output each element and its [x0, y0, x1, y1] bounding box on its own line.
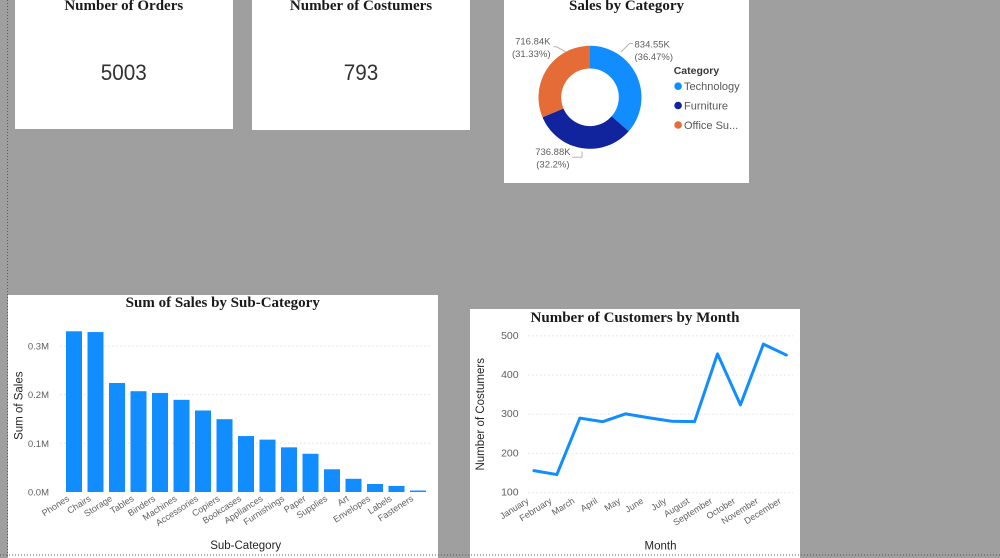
svg-text:0.1M: 0.1M [28, 439, 49, 450]
svg-text:Sub-Category: Sub-Category [210, 540, 281, 552]
svg-text:(36.47%): (36.47%) [635, 52, 674, 63]
svg-text:Month: Month [645, 541, 677, 553]
svg-text:(31.33%): (31.33%) [512, 49, 551, 60]
svg-text:Technology: Technology [684, 81, 740, 93]
svg-text:0.3M: 0.3M [28, 341, 49, 352]
svg-text:100: 100 [501, 487, 519, 499]
svg-text:0.2M: 0.2M [28, 390, 49, 401]
svg-text:March: March [550, 496, 577, 518]
svg-text:300: 300 [501, 408, 519, 420]
svg-text:Category: Category [674, 65, 720, 77]
svg-text:Number of Costumers: Number of Costumers [475, 358, 487, 471]
svg-text:(32.2%): (32.2%) [536, 159, 569, 170]
svg-text:May: May [603, 495, 623, 513]
svg-text:0.0M: 0.0M [28, 488, 49, 499]
svg-text:Sum of Sales: Sum of Sales [14, 371, 26, 440]
svg-text:834.55K: 834.55K [635, 40, 671, 51]
svg-text:736.88K: 736.88K [535, 147, 571, 158]
svg-text:200: 200 [501, 447, 519, 459]
svg-text:June: June [623, 496, 645, 515]
svg-text:500: 500 [501, 330, 519, 342]
svg-text:Furniture: Furniture [684, 100, 728, 112]
svg-text:April: April [579, 496, 600, 514]
svg-text:400: 400 [501, 369, 519, 381]
svg-text:716.84K: 716.84K [515, 36, 551, 47]
svg-text:Office Su...: Office Su... [684, 120, 738, 132]
